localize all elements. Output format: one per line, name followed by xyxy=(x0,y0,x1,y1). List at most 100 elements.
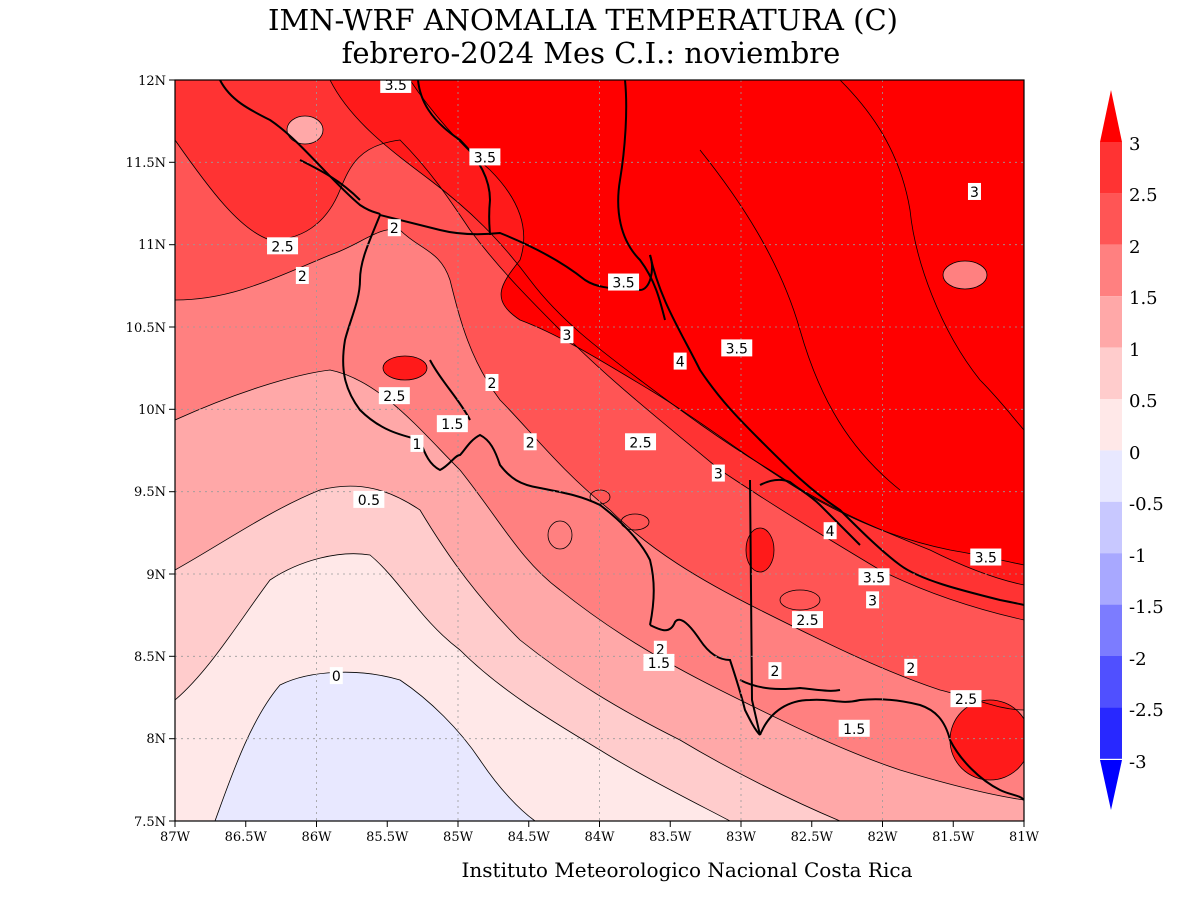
y-tick-label: 8N xyxy=(146,732,166,747)
contour-label: 2 xyxy=(656,643,665,659)
contour-label: 3.5 xyxy=(612,276,634,292)
contour-label: 3.5 xyxy=(863,570,885,586)
y-tick-label: 10.5N xyxy=(126,321,166,336)
contour-label-background xyxy=(792,611,824,629)
y-tick-label: 9.5N xyxy=(134,485,166,500)
contour-label-background xyxy=(523,433,537,451)
x-tick-label: 85W xyxy=(443,830,474,845)
colorbar-label: -0.5 xyxy=(1129,494,1164,515)
contour-label-background xyxy=(711,464,725,482)
x-tick-label: 87W xyxy=(160,830,191,845)
contour-label-background xyxy=(673,352,687,370)
contour-label: 4 xyxy=(826,524,835,540)
colorbar-top-arrow xyxy=(1100,90,1122,142)
contour-label: 3 xyxy=(562,328,571,344)
contour-label: 3.5 xyxy=(385,78,407,94)
contour-label-background xyxy=(823,522,837,540)
contour-label: 1 xyxy=(413,437,422,453)
colorbar-label: 1 xyxy=(1129,340,1140,361)
cool-spot-caribbean xyxy=(943,261,987,289)
contour-label: 0 xyxy=(332,669,341,685)
x-tick-label: 83.5W xyxy=(649,830,692,845)
tick-marks xyxy=(169,79,1025,827)
y-tick-label: 8.5N xyxy=(134,650,166,665)
contour-lines xyxy=(175,80,1024,821)
warm-spot-southeast xyxy=(950,700,1024,780)
colorbar-bottom-arrow xyxy=(1100,760,1122,810)
contour-label: 3 xyxy=(868,593,877,609)
y-tick-label: 7.5N xyxy=(134,815,166,830)
band-above-3.5 xyxy=(410,80,1024,565)
contour-label-background xyxy=(950,690,982,708)
credit-line: Instituto Meteorologico Nacional Costa R… xyxy=(461,858,912,882)
colorbar-box xyxy=(1100,656,1122,708)
x-tick-label: 82W xyxy=(868,830,899,845)
colorbar-box xyxy=(1100,707,1122,759)
x-axis-tick-labels: 87W 86.5W 86W 85.5W 85W 84.5W 84W 83.5W … xyxy=(160,830,1040,845)
contour-label: 2.5 xyxy=(796,613,818,629)
colorbar-box xyxy=(1100,193,1122,245)
contour-label: 3 xyxy=(714,467,723,483)
contour-label-background xyxy=(838,719,870,737)
contour-label-background xyxy=(643,653,675,671)
x-tick-label: 83W xyxy=(726,830,757,845)
colorbar-labels: 3 2.5 2 1.5 1 0.5 0 -0.5 -1 -1.5 -2 -2.5… xyxy=(1129,134,1164,773)
contour-label: 2 xyxy=(770,664,779,680)
contour-label: 2.5 xyxy=(955,692,977,708)
colorbar-box xyxy=(1100,142,1122,194)
contour-label-background xyxy=(967,182,981,200)
y-tick-label: 10N xyxy=(138,403,166,418)
contour-label: 3.5 xyxy=(726,341,748,357)
x-tick-label: 84W xyxy=(585,830,616,845)
contour-label: 4 xyxy=(676,355,685,371)
contour-label-background xyxy=(295,266,309,284)
y-tick-label: 9N xyxy=(146,568,166,583)
colorbar: 3 2.5 2 1.5 1 0.5 0 -0.5 -1 -1.5 -2 -2.5… xyxy=(1100,90,1164,810)
contour-label: 3 xyxy=(970,185,979,201)
colorbar-label: 2 xyxy=(1129,237,1140,258)
colorbar-label: 3 xyxy=(1129,134,1140,155)
warm-spot-nicoya xyxy=(383,356,427,380)
colorbar-box xyxy=(1100,553,1122,605)
contour-label-background xyxy=(378,387,410,405)
y-tick-label: 11.5N xyxy=(126,156,166,171)
contour-label: 2 xyxy=(906,661,915,677)
contour-label: 1.5 xyxy=(843,722,865,738)
colorbar-box xyxy=(1100,604,1122,656)
colorbar-label: -1 xyxy=(1129,546,1147,567)
contour-label-background xyxy=(866,591,880,609)
cool-spot-nicaragua xyxy=(287,116,323,144)
colorbar-boxes xyxy=(1100,142,1122,759)
contour-label: 3.5 xyxy=(975,551,997,567)
contour-label: 2 xyxy=(298,269,307,285)
colorbar-box xyxy=(1100,347,1122,399)
colorbar-label: 2.5 xyxy=(1129,185,1158,206)
title-line-2: febrero-2024 Mes C.I.: noviembre xyxy=(342,36,841,70)
y-axis-tick-labels: 12N 11.5N 11N 10.5N 10N 9.5N 9N 8.5N 8N … xyxy=(126,74,166,830)
contour-label-background xyxy=(970,548,1002,566)
contour-label: 2 xyxy=(526,435,535,451)
x-tick-label: 86W xyxy=(302,830,333,845)
contour-label-background xyxy=(608,273,640,291)
colorbar-label: 0.5 xyxy=(1129,391,1158,412)
x-tick-label: 81.5W xyxy=(932,830,975,845)
contour-label-background xyxy=(858,568,890,586)
contour-label: 2.5 xyxy=(383,389,405,405)
contour-label-background xyxy=(768,662,782,680)
contour-label-background xyxy=(353,490,385,508)
contour-label: 3.5 xyxy=(474,150,496,166)
colorbar-box xyxy=(1100,399,1122,451)
x-tick-label: 82.5W xyxy=(791,830,834,845)
contour-label-background xyxy=(625,433,657,451)
contour-label-background xyxy=(560,326,574,344)
contour-label: 1.5 xyxy=(648,656,670,672)
contour-label-background xyxy=(469,148,501,166)
contour-label-background xyxy=(329,667,343,685)
title-line-1: IMN-WRF ANOMALIA TEMPERATURA (C) xyxy=(268,3,898,37)
band-negative-0.5-0 xyxy=(215,672,535,821)
contour-label-background xyxy=(267,237,299,255)
contour-label: 2.5 xyxy=(629,435,651,451)
contour-labels: 3.5 3.5 2 2.5 2 3.5 3 4 3.5 3 2 2.5 1.5 1 2 2.5 3 0.5 4 3.5… xyxy=(267,75,1002,738)
colorbar-box xyxy=(1100,244,1122,297)
colorbar-box xyxy=(1100,450,1122,502)
